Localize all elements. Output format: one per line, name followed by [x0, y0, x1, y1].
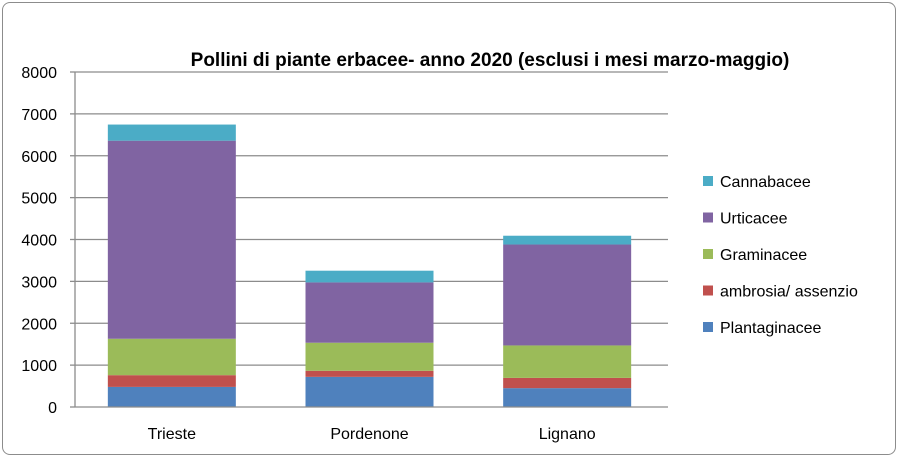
legend-item: Graminacee [703, 247, 807, 264]
legend-swatch [703, 212, 713, 223]
legend-label: Urticacee [720, 211, 788, 228]
legend-item: Cannabacee [703, 174, 811, 191]
y-tick-label: 3000 [21, 274, 57, 291]
bar-lignano-graminacee [503, 345, 632, 378]
bar-pordenone-urticacee [305, 282, 434, 343]
legend-label: Plantaginacee [720, 320, 822, 337]
y-tick-label: 6000 [21, 149, 57, 166]
bar-lignano-ambrosia-assenzio [503, 377, 632, 389]
legend-label: Graminacee [720, 247, 807, 264]
x-tick-label: Lignano [539, 426, 596, 443]
bar-pordenone-cannabacee [305, 270, 434, 283]
bar-pordenone-graminacee [305, 342, 434, 371]
bar-trieste-graminacee [107, 338, 236, 376]
y-tick-label: 0 [48, 400, 57, 417]
y-tick-label: 5000 [21, 191, 57, 208]
bar-lignano-plantaginacee [503, 388, 632, 407]
legend-swatch [703, 176, 713, 186]
legend-item: Plantaginacee [703, 320, 822, 337]
bar-trieste-cannabacee [107, 124, 236, 141]
y-tick-label: 8000 [21, 65, 57, 82]
x-tick-label: Pordenone [330, 426, 408, 443]
legend-label: ambrosia/ assenzio [720, 284, 858, 301]
bar-pordenone-plantaginacee [305, 376, 434, 407]
legend-swatch [703, 285, 713, 296]
bar-lignano-cannabacee [503, 235, 632, 245]
bar-pordenone-ambrosia-assenzio [305, 370, 434, 377]
legend-label: Cannabacee [720, 174, 811, 191]
x-tick-label: Trieste [148, 426, 196, 443]
legend-item: Urticacee [703, 211, 788, 228]
bar-trieste-urticacee [107, 140, 236, 339]
chart-title: Pollini di piante erbacee- anno 2020 (es… [191, 50, 790, 71]
legend-swatch [703, 249, 713, 259]
legend-swatch [703, 322, 713, 332]
bar-trieste-plantaginacee [107, 386, 236, 407]
bar-lignano-urticacee [503, 244, 632, 346]
y-tick-label: 7000 [21, 107, 57, 124]
legend-item: ambrosia/ assenzio [703, 284, 858, 301]
bar-trieste-ambrosia-assenzio [107, 375, 236, 387]
y-tick-label: 1000 [21, 358, 57, 375]
y-tick-label: 4000 [21, 233, 57, 250]
y-tick-label: 2000 [21, 316, 57, 333]
